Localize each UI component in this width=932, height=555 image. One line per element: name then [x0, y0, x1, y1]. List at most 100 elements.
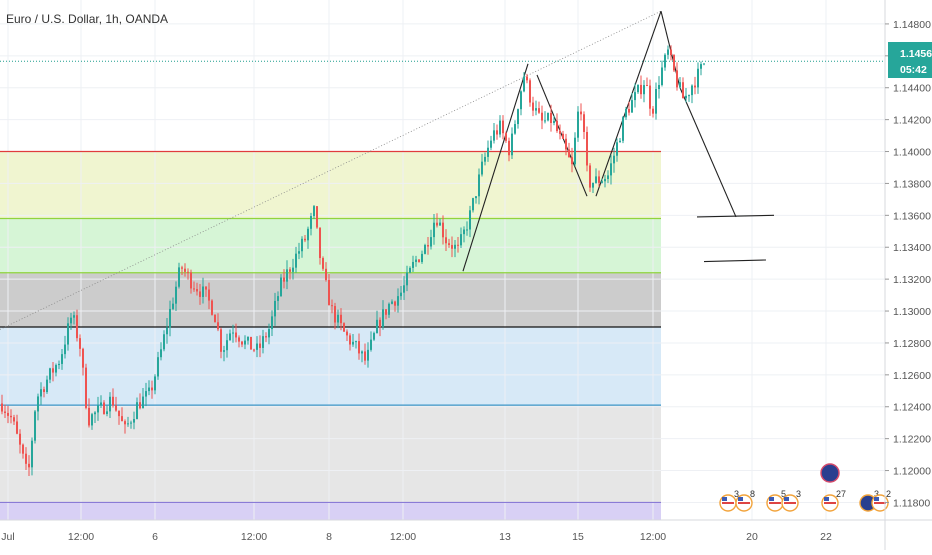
- x-tick-label-1: 12:00: [68, 531, 94, 543]
- candle-body-201: [604, 178, 606, 182]
- candle-body-14: [43, 389, 45, 392]
- candle-body-34: [103, 402, 105, 415]
- candle-body-108: [325, 268, 327, 280]
- candle-body-84: [253, 349, 255, 351]
- candle-body-228: [685, 95, 687, 99]
- event-count-0: 3: [734, 489, 739, 499]
- candle-body-190: [571, 157, 573, 165]
- candle-body-146: [439, 222, 441, 226]
- event-count-3: 3: [796, 489, 801, 499]
- candle-body-225: [676, 70, 678, 88]
- candle-body-136: [409, 267, 411, 273]
- candle-body-2: [7, 412, 9, 416]
- candle-body-41: [124, 421, 126, 425]
- candle-body-192: [577, 111, 579, 138]
- candle-body-206: [619, 140, 621, 143]
- event-flag-stripe-0: [722, 502, 734, 504]
- candle-body-169: [508, 140, 510, 156]
- y-tick-label-0: 1.14800: [893, 19, 931, 31]
- y-tick-label-14: 1.12000: [893, 466, 931, 478]
- chart-title: Euro / U.S. Dollar, 1h, OANDA: [6, 12, 168, 26]
- candle-body-107: [322, 258, 324, 269]
- y-tick-label-2: 1.14400: [893, 83, 931, 95]
- candle-body-191: [574, 137, 576, 165]
- zone-0: [0, 151, 661, 219]
- candle-body-47: [142, 396, 144, 409]
- candle-body-234: [703, 63, 705, 65]
- candle-body-123: [370, 339, 372, 350]
- candle-body-32: [97, 405, 99, 413]
- candle-body-227: [682, 82, 684, 99]
- candle-body-105: [316, 206, 318, 228]
- candle-body-210: [631, 100, 633, 113]
- candle-body-179: [538, 108, 540, 113]
- candle-body-170: [511, 133, 513, 156]
- candle-body-153: [460, 234, 462, 246]
- event-count-1: 8: [750, 489, 755, 499]
- candle-body-152: [457, 244, 459, 246]
- candle-body-59: [178, 267, 180, 287]
- candle-body-133: [400, 292, 402, 297]
- candle-body-79: [238, 337, 240, 342]
- candle-body-13: [40, 389, 42, 397]
- candle-body-50: [151, 387, 153, 391]
- candle-body-182: [547, 112, 549, 121]
- candle-body-216: [649, 85, 651, 109]
- candle-body-139: [418, 259, 420, 262]
- candle-body-69: [208, 289, 210, 301]
- candle-body-186: [559, 131, 561, 134]
- candle-body-180: [541, 112, 543, 121]
- candle-body-78: [235, 332, 237, 338]
- candle-body-193: [580, 111, 582, 115]
- candle-body-72: [217, 322, 219, 330]
- candle-body-162: [487, 147, 489, 157]
- candle-body-23: [70, 317, 72, 324]
- candle-body-51: [154, 376, 156, 391]
- candle-body-91: [274, 300, 276, 317]
- candle-body-205: [616, 142, 618, 156]
- x-tick-label-7: 15: [572, 531, 584, 543]
- candle-body-219: [658, 85, 660, 90]
- candle-body-82: [247, 336, 249, 341]
- candle-body-114: [343, 323, 345, 332]
- zone-4: [0, 405, 661, 503]
- candle-body-119: [358, 341, 360, 354]
- candle-body-154: [463, 229, 465, 235]
- candle-body-125: [376, 319, 378, 334]
- candle-body-144: [433, 222, 435, 238]
- candle-body-45: [136, 402, 138, 420]
- candle-body-197: [592, 182, 594, 188]
- candle-body-163: [490, 140, 492, 148]
- candle-body-155: [466, 229, 468, 231]
- candle-body-167: [502, 120, 504, 134]
- candle-body-224: [673, 55, 675, 71]
- event-count-4: 27: [836, 489, 846, 499]
- x-tick-label-4: 8: [326, 531, 332, 543]
- candle-body-35: [106, 411, 108, 415]
- candle-body-157: [472, 198, 474, 211]
- candle-body-213: [640, 84, 642, 95]
- candle-body-200: [601, 181, 603, 183]
- candle-body-168: [505, 133, 507, 141]
- candle-body-230: [691, 85, 693, 96]
- y-tick-label-7: 1.13400: [893, 242, 931, 254]
- candle-body-20: [61, 354, 63, 364]
- candle-body-196: [589, 165, 591, 188]
- candle-body-52: [157, 357, 159, 377]
- candle-body-172: [517, 109, 519, 125]
- candle-body-98: [295, 253, 297, 268]
- candle-body-17: [52, 368, 54, 373]
- candle-body-116: [349, 335, 351, 345]
- event-count-6: 2: [886, 489, 891, 499]
- candle-body-89: [268, 329, 270, 338]
- candle-body-181: [544, 120, 546, 122]
- candle-body-159: [478, 174, 480, 197]
- pattern-line-5: [696, 214, 775, 218]
- candle-body-214: [643, 85, 645, 95]
- candle-body-37: [112, 396, 114, 406]
- candle-body-7: [22, 444, 24, 454]
- candle-body-74: [223, 350, 225, 352]
- candle-body-113: [340, 314, 342, 324]
